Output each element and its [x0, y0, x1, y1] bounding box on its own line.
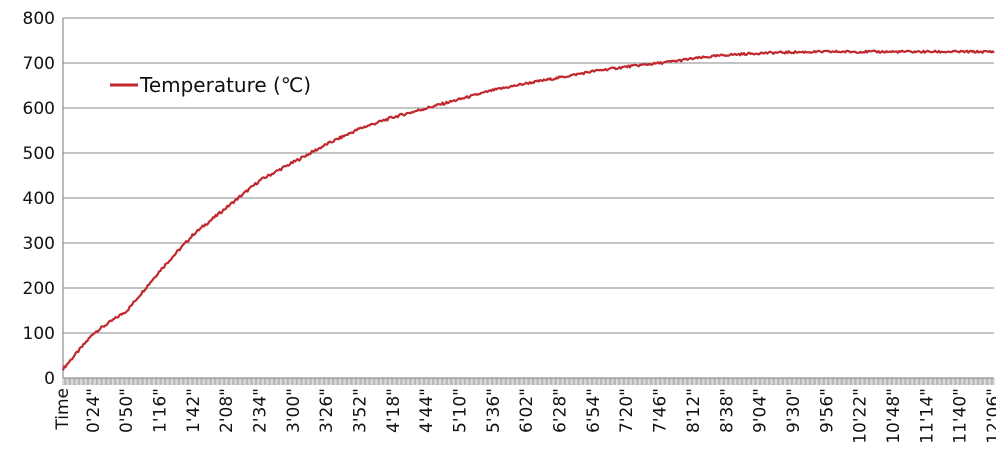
axis-layer: [62, 18, 995, 385]
legend: Temperature (℃): [110, 73, 311, 97]
x-tick-label-0: Time: [53, 388, 73, 431]
y-tick-label-800: 800: [23, 9, 55, 29]
y-tick-label-0: 0: [44, 369, 55, 389]
legend-label: Temperature (℃): [139, 73, 311, 97]
series-layer: [61, 49, 995, 371]
x-tick-label-26: 11'14": [917, 388, 937, 444]
series-line-temperature: [61, 49, 995, 371]
y-tick-label-300: 300: [23, 234, 55, 254]
x-tick-label-3: 1'16": [150, 388, 170, 433]
x-tick-label-13: 5'36": [484, 388, 504, 433]
x-tick-label-28: 12'06": [984, 388, 996, 444]
y-tick-labels: 0 100 200 300 400 500 600 700 800: [23, 9, 55, 389]
x-tick-label-15: 6'28": [551, 388, 571, 433]
y-tick-label-200: 200: [23, 279, 55, 299]
grid-layer: [63, 17, 994, 334]
x-tick-label-11: 4'44": [417, 388, 437, 433]
x-tick-label-9: 3'52": [351, 388, 371, 433]
x-tick-label-16: 6'54": [584, 388, 604, 433]
x-tick-label-5: 2'08": [217, 388, 237, 433]
y-tick-label-100: 100: [23, 324, 55, 344]
x-tick-labels: Time 0'24" 0'50" 1'16" 1'42" 2'08" 2'34" 3'00" 3…: [53, 388, 996, 444]
x-tick-label-10: 4'18": [384, 388, 404, 433]
x-tick-label-12: 5'10": [451, 388, 471, 433]
x-axis-minor-ticks: [62, 378, 995, 385]
y-tick-label-600: 600: [23, 99, 55, 119]
x-tick-label-14: 6'02": [517, 388, 537, 433]
y-tick-label-700: 700: [23, 54, 55, 74]
x-tick-label-24: 10'22": [851, 388, 871, 444]
x-tick-label-19: 8'12": [684, 388, 704, 433]
x-tick-label-23: 9'56": [817, 388, 837, 433]
x-tick-label-8: 3'26": [317, 388, 337, 433]
x-tick-label-18: 7'46": [651, 388, 671, 433]
y-tick-label-400: 400: [23, 189, 55, 209]
x-tick-label-1: 0'24": [84, 388, 104, 433]
x-tick-label-6: 2'34": [250, 388, 270, 433]
y-tick-label-500: 500: [23, 144, 55, 164]
x-tick-label-4: 1'42": [184, 388, 204, 433]
x-tick-label-2: 0'50": [117, 388, 137, 433]
x-tick-label-20: 8'38": [717, 388, 737, 433]
x-tick-label-7: 3'00": [284, 388, 304, 433]
x-tick-label-17: 7'20": [617, 388, 637, 433]
x-tick-label-22: 9'30": [784, 388, 804, 433]
x-tick-label-25: 10'48": [884, 388, 904, 444]
x-tick-label-21: 9'04": [751, 388, 771, 433]
x-tick-label-27: 11'40": [951, 388, 971, 444]
